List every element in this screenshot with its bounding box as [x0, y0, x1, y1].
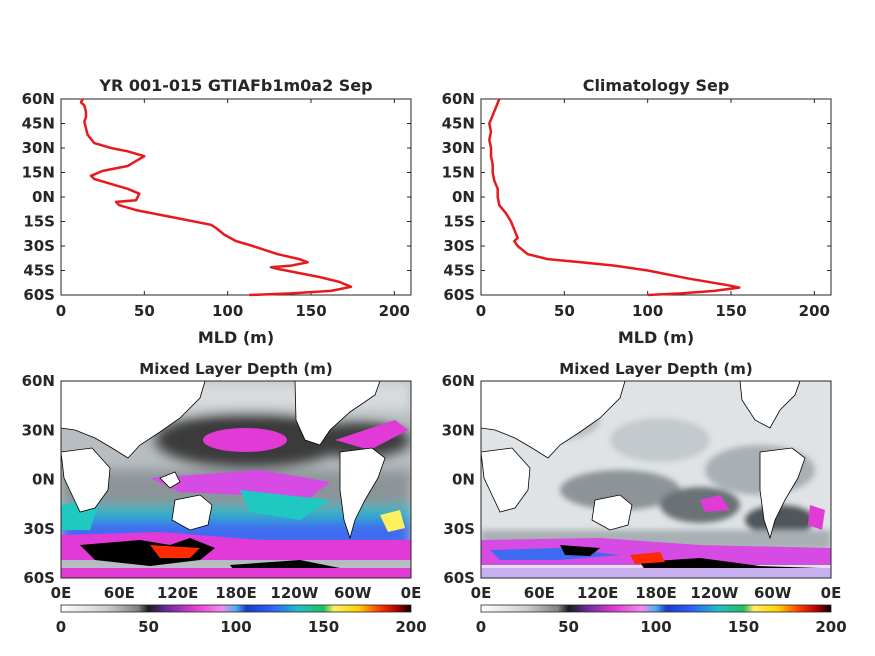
- y-tick-label: 30S: [23, 237, 55, 255]
- y-tick-label: 45S: [23, 262, 55, 280]
- colorbar-tick-label: 50: [138, 618, 159, 636]
- y-tick-label: 60N: [22, 90, 55, 108]
- y-tick-label: 60S: [443, 286, 475, 304]
- x-tick-label: 50: [134, 302, 155, 320]
- x-axis-label: MLD (m): [618, 328, 694, 347]
- y-tick-label: 60N: [442, 90, 475, 108]
- map-frame: [480, 380, 832, 579]
- plot-area: [480, 98, 832, 296]
- map-frame: [60, 380, 412, 579]
- y-tick-label: 45N: [442, 115, 475, 133]
- colorbar-tick-label: 100: [220, 618, 251, 636]
- y-tick-label: 15N: [22, 164, 55, 182]
- x-tick-label: 120E: [157, 584, 199, 602]
- colorbar-tick-label: 200: [395, 618, 426, 636]
- panel-title: YR 001-015 GTIAFb1m0a2 Sep: [98, 76, 372, 95]
- x-tick-label: 0: [476, 302, 486, 320]
- colorbar: [60, 604, 412, 613]
- x-tick-label: 60E: [104, 584, 135, 602]
- axis-ticks: [480, 98, 831, 296]
- y-tick-label: 0N: [452, 188, 475, 206]
- y-tick-label: 45N: [22, 115, 55, 133]
- x-tick-label: 50: [554, 302, 575, 320]
- colorbar-tick-label: 0: [56, 618, 66, 636]
- x-tick-label: 0E: [821, 584, 842, 602]
- x-tick-label: 100: [212, 302, 243, 320]
- x-tick-label: 0: [56, 302, 66, 320]
- y-tick-label: 15N: [442, 164, 475, 182]
- x-tick-label: 60E: [524, 584, 555, 602]
- x-tick-label: 120W: [270, 584, 318, 602]
- y-tick-label: 30N: [22, 139, 55, 157]
- x-tick-label: 0E: [401, 584, 422, 602]
- x-tick-label: 0E: [471, 584, 492, 602]
- mld-profile-line: [488, 98, 741, 297]
- x-tick-label: 150: [715, 302, 746, 320]
- panel-climatology-map: Mixed Layer Depth (m): [442, 360, 847, 636]
- x-tick-label: 120E: [577, 584, 619, 602]
- y-tick-label: 60N: [22, 372, 55, 390]
- x-tick-label: 120W: [690, 584, 738, 602]
- y-tick-label: 60S: [443, 569, 475, 587]
- panel-model-profile: YR 001-015 GTIAFb1m0a2 Sep 0 50 100 150 …: [22, 76, 412, 347]
- panel-title: Climatology Sep: [583, 76, 730, 95]
- plot-area: [60, 98, 412, 296]
- x-tick-label: 100: [632, 302, 663, 320]
- colorbar-tick-label: 100: [640, 618, 671, 636]
- x-tick-label: 200: [799, 302, 830, 320]
- map-title: Mixed Layer Depth (m): [559, 360, 752, 378]
- y-tick-label: 60S: [23, 286, 55, 304]
- panel-climatology-profile: Climatology Sep 0 50 100 150 200 60N 45N…: [442, 76, 832, 347]
- x-tick-labels: 0 50 100 150 200: [56, 302, 410, 320]
- y-tick-label: 30S: [443, 520, 475, 538]
- y-tick-label: 0N: [32, 188, 55, 206]
- x-tick-label: 180E: [215, 584, 257, 602]
- x-tick-labels: 0E 60E 120E 180E 120W 60W 0E: [471, 584, 842, 602]
- colorbar: [480, 604, 832, 613]
- x-tick-label: 200: [379, 302, 410, 320]
- y-tick-label: 30S: [443, 237, 475, 255]
- x-tick-label: 60W: [754, 584, 792, 602]
- x-tick-labels: 0 50 100 150 200: [476, 302, 830, 320]
- y-tick-labels: 60N 30N 0N 30S 60S: [22, 372, 55, 587]
- y-tick-label: 30N: [442, 139, 475, 157]
- y-tick-label: 0N: [452, 471, 475, 489]
- y-tick-label: 60N: [442, 372, 475, 390]
- y-tick-label: 30N: [442, 421, 475, 439]
- colorbar-tick-labels: 0 50 100 150 200: [476, 618, 847, 636]
- y-tick-labels: 60N 45N 30N 15N 0N 15S 30S 45S 60S: [22, 90, 55, 304]
- colorbar-tick-labels: 0 50 100 150 200: [56, 618, 427, 636]
- panel-model-map: Mixed Layer Depth (m): [22, 360, 427, 636]
- y-tick-label: 30S: [23, 520, 55, 538]
- x-tick-label: 150: [295, 302, 326, 320]
- colorbar-tick-label: 150: [308, 618, 339, 636]
- mld-heatmap: [61, 381, 411, 578]
- x-tick-label: 60W: [334, 584, 372, 602]
- x-tick-label: 0E: [51, 584, 72, 602]
- colorbar-tick-label: 200: [815, 618, 846, 636]
- x-tick-label: 180E: [635, 584, 677, 602]
- y-tick-labels: 60N 30N 0N 30S 60S: [442, 372, 475, 587]
- y-tick-label: 30N: [22, 421, 55, 439]
- x-tick-labels: 0E 60E 120E 180E 120W 60W 0E: [51, 584, 422, 602]
- colorbar-tick-label: 0: [476, 618, 486, 636]
- colorbar-tick-label: 150: [728, 618, 759, 636]
- axis-ticks: [60, 98, 411, 296]
- map-title: Mixed Layer Depth (m): [139, 360, 332, 378]
- y-tick-label: 15S: [443, 213, 475, 231]
- mld-heatmap: [481, 381, 831, 578]
- y-tick-labels: 60N 45N 30N 15N 0N 15S 30S 45S 60S: [442, 90, 475, 304]
- mld-profile-line: [79, 98, 353, 297]
- colorbar-tick-label: 50: [558, 618, 579, 636]
- x-axis-label: MLD (m): [198, 328, 274, 347]
- y-tick-label: 0N: [32, 471, 55, 489]
- y-tick-label: 15S: [23, 213, 55, 231]
- y-tick-label: 45S: [443, 262, 475, 280]
- y-tick-label: 60S: [23, 569, 55, 587]
